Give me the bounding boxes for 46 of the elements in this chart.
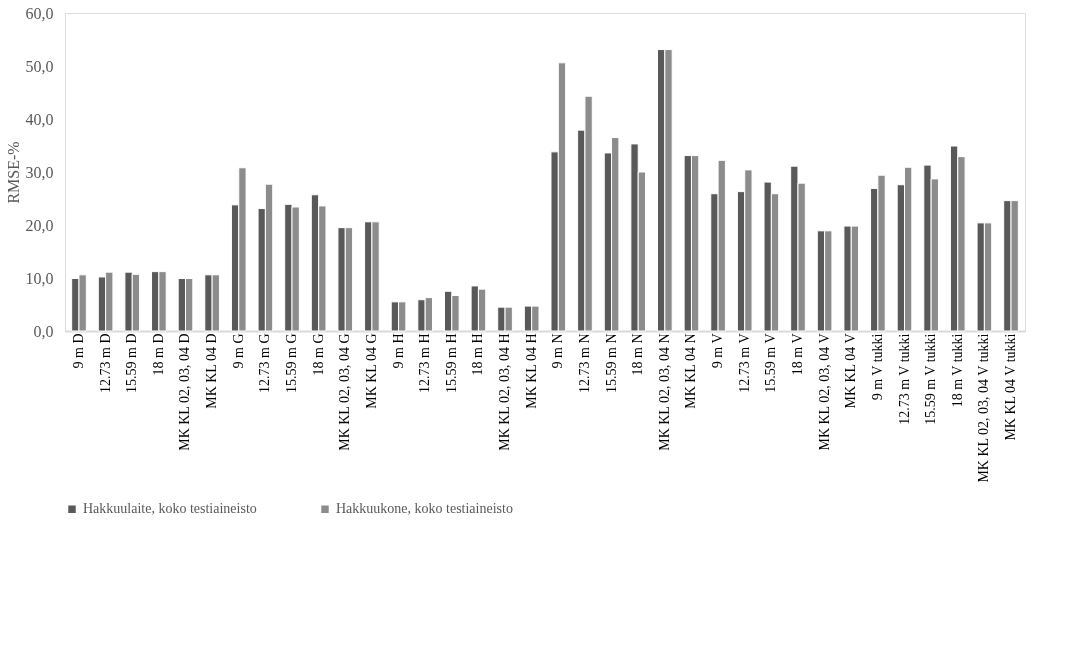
x-tick-label: 15.59 m H — [443, 333, 459, 393]
x-tick-label: 9 m V tukki — [869, 333, 885, 401]
x-tick-label: 9 m N — [550, 333, 566, 369]
x-tick-label: MK KL 04 D — [204, 333, 220, 409]
y-tick-label: 60,0 — [25, 4, 54, 22]
x-tick-label: 18 m G — [310, 333, 326, 376]
x-tick-label: 18 m V tukki — [949, 333, 965, 408]
x-tick-label: MK KL 04 G — [363, 333, 379, 409]
x-tick-label: 12.73 m D — [97, 333, 113, 393]
x-tick-label: 15.59 m V — [763, 333, 779, 393]
legend-label: Hakkuukone, koko testiaineisto — [336, 501, 513, 517]
y-axis-title: RMSE-% — [4, 141, 22, 204]
y-tick-label: 50,0 — [25, 57, 54, 75]
y-tick-label: 30,0 — [25, 163, 54, 181]
x-tick-label: 18 m N — [630, 333, 646, 376]
x-tick-label: MK KL 04 V tukki — [1003, 333, 1019, 441]
x-tick-label: 12.73 m V tukki — [896, 333, 912, 425]
y-tick-label: 20,0 — [25, 216, 54, 234]
x-tick-label: 18 m H — [470, 333, 486, 376]
x-tick-label: MK KL 02, 03, 04 H — [497, 333, 513, 451]
x-tick-label: MK KL 02, 03, 04 V — [816, 333, 832, 451]
x-tick-label: MK KL 04 H — [523, 333, 539, 409]
x-tick-label: 12.73 m H — [417, 333, 433, 393]
x-tick-label: 12.73 m N — [576, 333, 592, 393]
x-tick-label: 18 m V — [789, 333, 805, 376]
x-tick-label: MK KL 02, 03, 04 V tukki — [976, 333, 992, 483]
x-tick-label: MK KL 02, 03, 04 N — [656, 333, 672, 451]
x-tick-label: 15.59 m N — [603, 333, 619, 393]
x-tick-label: 9 m H — [390, 333, 406, 369]
x-tick-label: 12.73 m V — [736, 333, 752, 393]
x-tick-label: MK KL 04 V — [843, 333, 859, 409]
x-tick-label: MK KL 02, 03, 04 G — [337, 333, 353, 451]
x-tick-label: 15.59 m D — [124, 333, 140, 393]
x-tick-label: 15.59 m V tukki — [923, 333, 939, 425]
x-tick-label: 15.59 m G — [284, 333, 300, 393]
y-tick-label: 0,0 — [33, 322, 54, 340]
x-tick-label: MK KL 02, 03, 04 D — [177, 333, 193, 451]
x-tick-label: 9 m V — [710, 333, 726, 369]
x-tick-label: MK KL 04 N — [683, 333, 699, 409]
legend-label: Hakkuulaite, koko testiaineisto — [83, 501, 257, 517]
y-tick-label: 10,0 — [25, 269, 54, 287]
x-tick-label: 18 m D — [150, 333, 166, 376]
x-tick-label: 9 m G — [230, 333, 246, 369]
x-tick-label: 9 m D — [70, 333, 86, 369]
x-tick-label: 12.73 m G — [257, 333, 273, 393]
y-tick-label: 40,0 — [25, 110, 54, 128]
